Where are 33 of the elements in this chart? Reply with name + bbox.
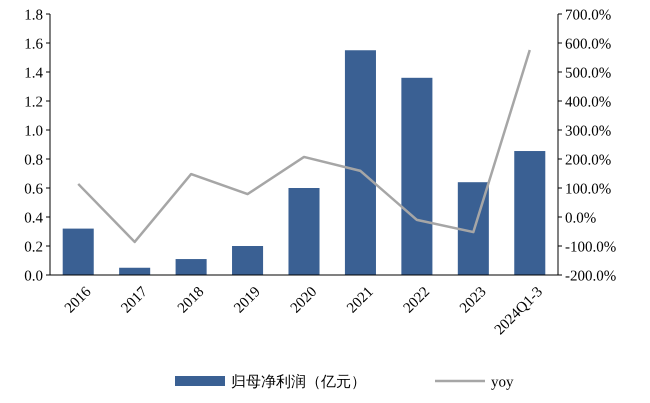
y-tick-label: 0.2	[24, 239, 43, 256]
x-tick-label: 2021	[344, 284, 377, 316]
y2-tick-label: 200.0%	[565, 152, 612, 168]
y2-tick-label: -200.0%	[565, 268, 616, 284]
y2-tick-label: 400.0%	[565, 94, 612, 110]
y2-tick-label: 600.0%	[565, 36, 612, 52]
bar	[62, 228, 94, 275]
y-tick-label: 1.0	[24, 123, 43, 140]
bar	[401, 78, 432, 275]
legend-label: 归母净利润（亿元）	[231, 373, 366, 390]
y-tick-label: 1.4	[24, 65, 44, 82]
y2-tick-label: -100.0%	[565, 239, 616, 256]
y2-tick-label: 500.0%	[565, 65, 612, 82]
bar	[232, 246, 264, 275]
y-tick-label: 1.8	[24, 7, 43, 24]
bar	[458, 182, 489, 275]
y-tick-label: 0.8	[24, 152, 43, 168]
y-tick-label: 0.6	[24, 181, 44, 198]
line-series	[76, 48, 532, 244]
y-tick-label: 0.4	[24, 210, 44, 226]
bar	[514, 151, 546, 275]
y2-tick-label: 100.0%	[565, 181, 612, 198]
y2-tick-label: 700.0%	[565, 7, 612, 24]
y-tick-label: 0.0	[24, 268, 43, 284]
bar	[176, 259, 207, 275]
bar	[119, 268, 150, 275]
y2-tick-label: 0.0%	[565, 210, 596, 226]
y2-tick-label: 300.0%	[565, 123, 612, 140]
y-tick-label: 1.2	[24, 94, 43, 110]
bar	[344, 50, 376, 275]
y-tick-label: 1.6	[24, 36, 44, 52]
bar	[288, 188, 320, 275]
legend-label: yoy	[491, 374, 514, 390]
